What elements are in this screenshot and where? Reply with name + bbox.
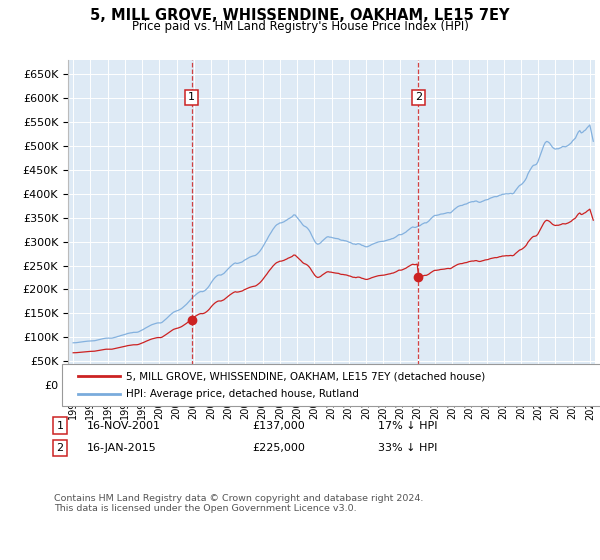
- Text: 16-JAN-2015: 16-JAN-2015: [87, 443, 157, 453]
- Text: Contains HM Land Registry data © Crown copyright and database right 2024.
This d: Contains HM Land Registry data © Crown c…: [54, 494, 424, 514]
- Text: 1: 1: [56, 421, 64, 431]
- Text: 17% ↓ HPI: 17% ↓ HPI: [378, 421, 437, 431]
- Text: 1: 1: [188, 92, 195, 102]
- Text: 5, MILL GROVE, WHISSENDINE, OAKHAM, LE15 7EY (detached house): 5, MILL GROVE, WHISSENDINE, OAKHAM, LE15…: [126, 371, 485, 381]
- Text: Price paid vs. HM Land Registry's House Price Index (HPI): Price paid vs. HM Land Registry's House …: [131, 20, 469, 32]
- Text: £137,000: £137,000: [252, 421, 305, 431]
- Text: 33% ↓ HPI: 33% ↓ HPI: [378, 443, 437, 453]
- Text: 2: 2: [415, 92, 422, 102]
- Text: HPI: Average price, detached house, Rutland: HPI: Average price, detached house, Rutl…: [126, 389, 359, 399]
- Text: 5, MILL GROVE, WHISSENDINE, OAKHAM, LE15 7EY: 5, MILL GROVE, WHISSENDINE, OAKHAM, LE15…: [90, 8, 510, 24]
- Text: 16-NOV-2001: 16-NOV-2001: [87, 421, 161, 431]
- Text: £225,000: £225,000: [252, 443, 305, 453]
- Text: 2: 2: [56, 443, 64, 453]
